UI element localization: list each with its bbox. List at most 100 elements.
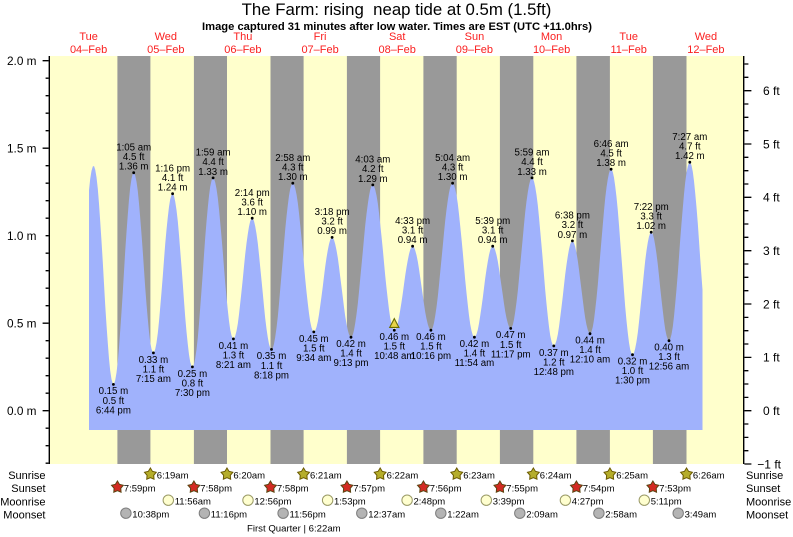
svg-text:05–Feb: 05–Feb <box>147 44 184 56</box>
svg-text:Sunrise: Sunrise <box>8 470 45 482</box>
svg-text:1.4 ft: 1.4 ft <box>464 349 486 360</box>
svg-text:6:22am: 6:22am <box>387 470 419 481</box>
svg-text:0.15 m: 0.15 m <box>99 386 129 397</box>
svg-text:12:56pm: 12:56pm <box>254 496 291 507</box>
svg-text:10:16 pm: 10:16 pm <box>411 351 451 362</box>
svg-text:12:56 am: 12:56 am <box>649 362 689 373</box>
svg-text:7:15 am: 7:15 am <box>136 374 171 385</box>
svg-text:7:30 pm: 7:30 pm <box>175 388 210 399</box>
svg-text:Sat: Sat <box>389 31 406 43</box>
svg-text:6:38 pm: 6:38 pm <box>555 211 590 222</box>
svg-text:7:58pm: 7:58pm <box>277 483 309 494</box>
svg-text:0.5 m: 0.5 m <box>7 316 37 330</box>
svg-text:3:49am: 3:49am <box>685 509 717 520</box>
svg-text:Tue: Tue <box>79 31 98 43</box>
svg-text:6:44 pm: 6:44 pm <box>96 405 131 416</box>
svg-text:0.46 m: 0.46 m <box>416 332 446 343</box>
svg-text:3.1 ft: 3.1 ft <box>482 225 504 236</box>
svg-text:7:55pm: 7:55pm <box>506 483 538 494</box>
svg-text:10–Feb: 10–Feb <box>533 44 570 56</box>
svg-text:11:17 pm: 11:17 pm <box>491 349 531 360</box>
svg-text:Sun: Sun <box>465 31 485 43</box>
svg-text:6:24am: 6:24am <box>540 470 572 481</box>
svg-text:6:19am: 6:19am <box>157 470 189 481</box>
svg-text:0.5 ft: 0.5 ft <box>103 396 125 407</box>
svg-text:Sunrise: Sunrise <box>746 470 783 482</box>
svg-text:1.5 m: 1.5 m <box>7 141 37 155</box>
svg-text:1.2 ft: 1.2 ft <box>543 357 565 368</box>
svg-text:9:34 am: 9:34 am <box>296 353 331 364</box>
svg-text:4.1 ft: 4.1 ft <box>162 173 184 184</box>
svg-text:Tue: Tue <box>619 31 638 43</box>
svg-text:0.46 m: 0.46 m <box>379 332 409 343</box>
svg-text:0.45 m: 0.45 m <box>299 334 329 345</box>
svg-text:7:58pm: 7:58pm <box>200 483 232 494</box>
svg-text:1.24 m: 1.24 m <box>158 183 188 194</box>
svg-text:6:46 am: 6:46 am <box>594 139 629 150</box>
svg-text:1.4 ft: 1.4 ft <box>340 349 362 360</box>
svg-text:1:22am: 1:22am <box>447 509 479 520</box>
svg-text:0.42 m: 0.42 m <box>460 339 490 350</box>
svg-text:Sunset: Sunset <box>746 483 780 495</box>
svg-text:1.0 ft: 1.0 ft <box>622 366 644 377</box>
svg-text:0.47 m: 0.47 m <box>496 330 526 341</box>
svg-text:0.37 m: 0.37 m <box>539 348 569 359</box>
svg-text:6:26am: 6:26am <box>693 470 725 481</box>
svg-text:1.5 ft: 1.5 ft <box>384 342 406 353</box>
svg-text:0.33 m: 0.33 m <box>139 355 169 366</box>
svg-text:2:48pm: 2:48pm <box>414 496 446 507</box>
svg-text:1 ft: 1 ft <box>763 351 780 365</box>
svg-text:1.36 m: 1.36 m <box>119 162 149 173</box>
svg-text:0.44 m: 0.44 m <box>575 336 605 347</box>
svg-text:3.3 ft: 3.3 ft <box>640 211 662 222</box>
svg-text:3.2 ft: 3.2 ft <box>562 220 584 231</box>
svg-text:1.5 ft: 1.5 ft <box>420 342 442 353</box>
svg-text:3.1 ft: 3.1 ft <box>402 225 424 236</box>
svg-text:0.99 m: 0.99 m <box>317 226 347 237</box>
svg-text:11:16pm: 11:16pm <box>211 509 247 520</box>
svg-text:1.30 m: 1.30 m <box>278 172 308 183</box>
svg-text:0.25 m: 0.25 m <box>178 369 208 380</box>
svg-text:Moonset: Moonset <box>746 509 788 521</box>
svg-text:1.10 m: 1.10 m <box>237 207 267 218</box>
svg-text:1.0 m: 1.0 m <box>7 229 37 243</box>
svg-text:1.4 ft: 1.4 ft <box>579 345 601 356</box>
svg-text:4.7 ft: 4.7 ft <box>679 141 701 152</box>
svg-text:First Quarter | 6:22am: First Quarter | 6:22am <box>247 523 341 534</box>
svg-text:Moonset: Moonset <box>3 509 45 521</box>
svg-text:Image captured 31 minutes afte: Image captured 31 minutes after low wate… <box>202 21 592 33</box>
svg-text:4.2 ft: 4.2 ft <box>362 164 384 175</box>
svg-text:7:54pm: 7:54pm <box>583 483 615 494</box>
svg-text:3:39pm: 3:39pm <box>493 496 525 507</box>
svg-text:The Farm: rising neap tide at: The Farm: rising neap tide at 0.5m (1.5f… <box>242 0 552 19</box>
svg-text:Moonrise: Moonrise <box>0 497 45 509</box>
svg-text:4:27pm: 4:27pm <box>572 496 604 507</box>
svg-text:Fri: Fri <box>314 31 327 43</box>
svg-text:0.97 m: 0.97 m <box>558 230 588 241</box>
svg-text:Wed: Wed <box>155 31 177 43</box>
svg-text:Moonrise: Moonrise <box>746 497 791 509</box>
svg-text:1:30 pm: 1:30 pm <box>615 376 650 387</box>
svg-text:6:25am: 6:25am <box>616 470 648 481</box>
svg-text:12:10 am: 12:10 am <box>570 355 610 366</box>
svg-text:3:18 pm: 3:18 pm <box>315 207 350 218</box>
svg-text:2:58am: 2:58am <box>605 509 637 520</box>
svg-text:5 ft: 5 ft <box>763 137 780 151</box>
svg-text:1:53pm: 1:53pm <box>334 496 366 507</box>
svg-text:2 ft: 2 ft <box>763 297 780 311</box>
svg-text:4.5 ft: 4.5 ft <box>123 152 145 163</box>
svg-text:07–Feb: 07–Feb <box>301 44 338 56</box>
svg-text:0 ft: 0 ft <box>763 404 780 418</box>
svg-text:1.02 m: 1.02 m <box>636 221 666 232</box>
svg-text:1.30 m: 1.30 m <box>438 172 468 183</box>
svg-text:08–Feb: 08–Feb <box>379 44 416 56</box>
svg-text:11–Feb: 11–Feb <box>610 44 647 56</box>
svg-text:8:18 pm: 8:18 pm <box>254 370 289 381</box>
svg-text:09–Feb: 09–Feb <box>456 44 493 56</box>
svg-text:5:39 pm: 5:39 pm <box>475 216 510 227</box>
svg-text:−1 ft: −1 ft <box>757 457 781 471</box>
svg-text:6:21am: 6:21am <box>310 470 342 481</box>
svg-text:1:16 pm: 1:16 pm <box>155 163 190 174</box>
svg-text:7:22 pm: 7:22 pm <box>634 202 669 213</box>
svg-text:11:56am: 11:56am <box>175 496 211 507</box>
